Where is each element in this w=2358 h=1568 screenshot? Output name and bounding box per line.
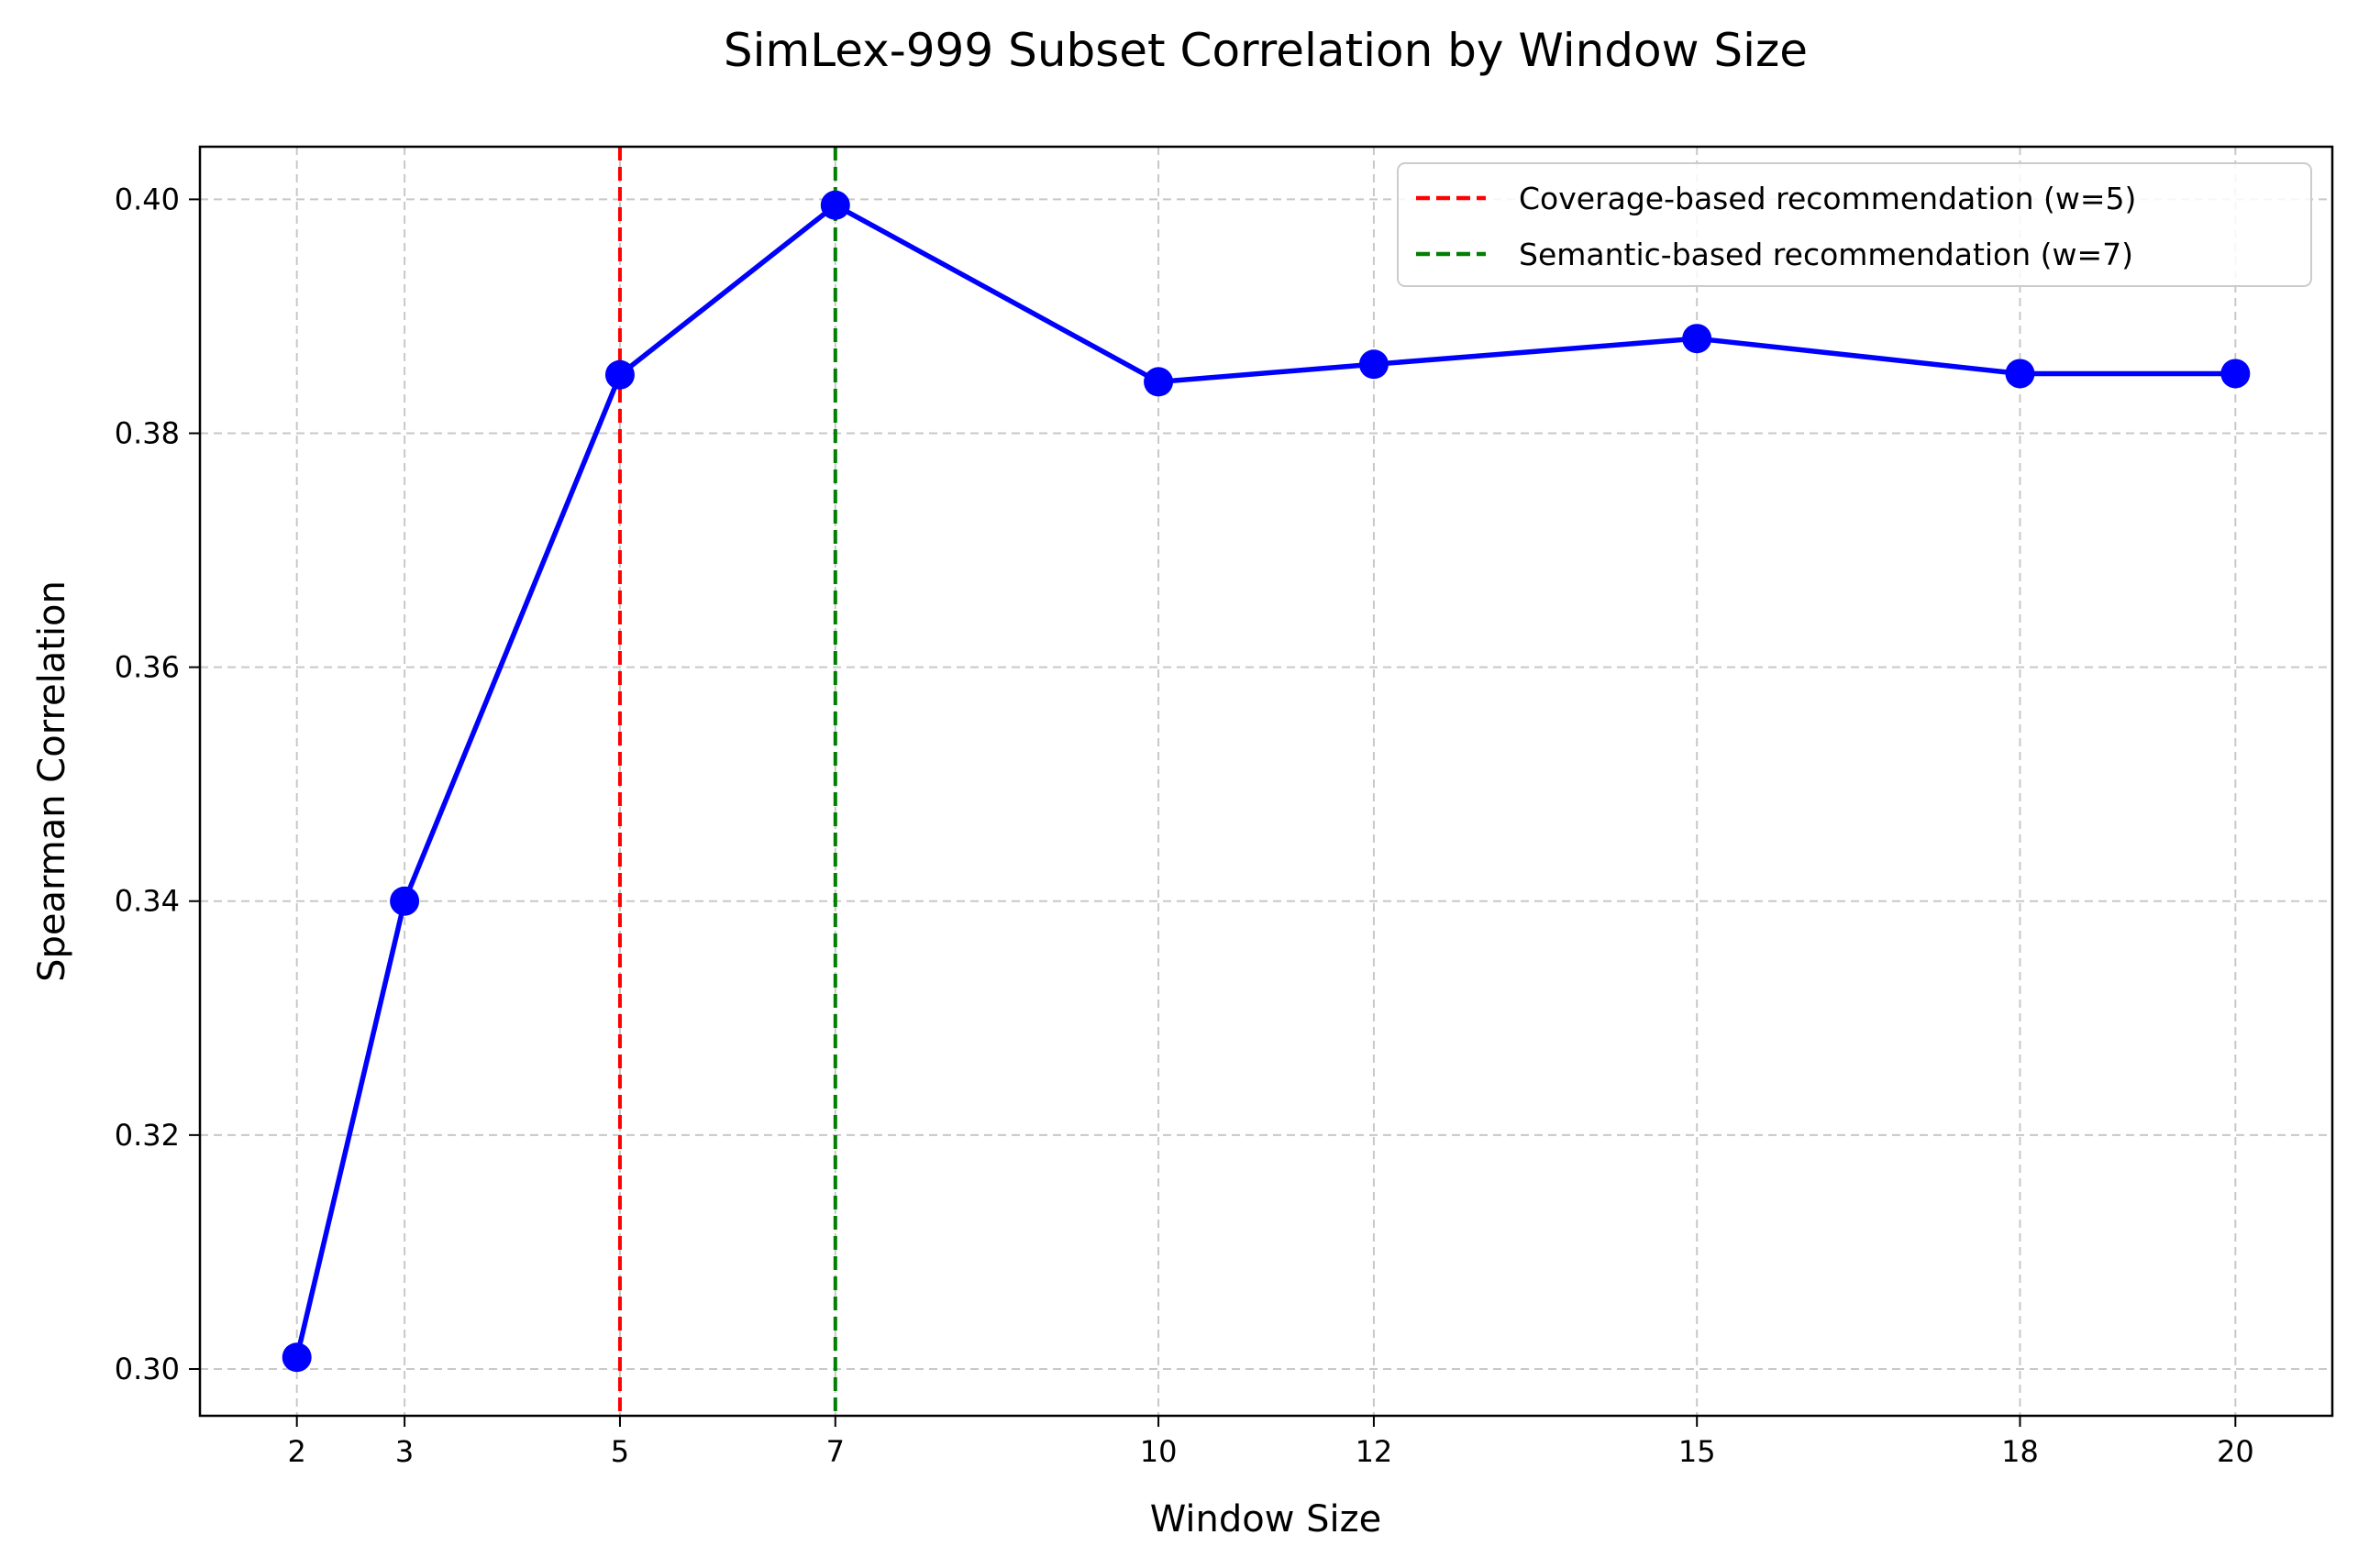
data-point bbox=[1358, 349, 1389, 380]
x-tick-label: 20 bbox=[2217, 1434, 2254, 1469]
plot-frame bbox=[198, 145, 2334, 1418]
data-point bbox=[1144, 367, 1174, 397]
data-point bbox=[1682, 324, 1712, 354]
y-axis-title: Spearman Correlation bbox=[31, 580, 73, 982]
chart-title: SimLex-999 Subset Correlation by Window … bbox=[724, 24, 1808, 77]
x-tick-label: 7 bbox=[826, 1434, 845, 1469]
data-point bbox=[820, 190, 850, 220]
legend-label: Coverage-based recommendation (w=5) bbox=[1519, 181, 2136, 216]
x-axis-ticks: 2 3 5 7 10 12 15 18 20 bbox=[288, 1416, 2254, 1469]
data-point bbox=[390, 886, 420, 916]
legend: Coverage-based recommendation (w=5) Seman… bbox=[1397, 162, 2312, 287]
grid bbox=[200, 147, 2332, 1416]
x-tick-label: 12 bbox=[1356, 1434, 1393, 1469]
data-point bbox=[2005, 359, 2035, 389]
x-tick-label: 18 bbox=[2001, 1434, 2039, 1469]
y-tick-label: 0.38 bbox=[115, 416, 180, 451]
y-tick-label: 0.32 bbox=[115, 1118, 180, 1153]
y-tick-label: 0.36 bbox=[115, 650, 180, 685]
y-tick-label: 0.40 bbox=[115, 182, 180, 216]
y-tick-label: 0.30 bbox=[115, 1352, 180, 1386]
x-axis-title: Window Size bbox=[1150, 1498, 1382, 1540]
x-tick-label: 10 bbox=[1140, 1434, 1178, 1469]
x-tick-label: 15 bbox=[1678, 1434, 1716, 1469]
data-point bbox=[604, 359, 635, 390]
x-tick-label: 5 bbox=[611, 1434, 629, 1469]
data-point bbox=[2220, 359, 2251, 389]
series bbox=[282, 190, 2251, 1373]
data-point bbox=[282, 1342, 312, 1373]
legend-box bbox=[1397, 162, 2312, 287]
y-tick-label: 0.34 bbox=[115, 884, 180, 919]
legend-label: Semantic-based recommendation (w=7) bbox=[1519, 237, 2133, 272]
x-tick-label: 3 bbox=[395, 1434, 414, 1469]
x-tick-label: 2 bbox=[288, 1434, 306, 1469]
reference-lines bbox=[617, 147, 837, 1416]
y-axis-ticks: 0.30 0.32 0.34 0.36 0.38 0.40 bbox=[115, 182, 200, 1386]
series-line bbox=[294, 203, 2236, 1358]
